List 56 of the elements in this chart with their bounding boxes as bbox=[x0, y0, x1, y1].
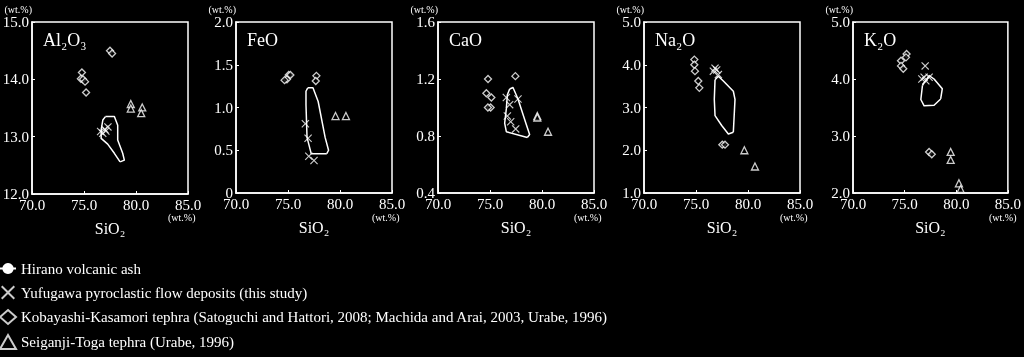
chart-title: Na₂O bbox=[655, 30, 696, 50]
x-tick-label: 80.0 bbox=[734, 195, 762, 212]
x-tick-label: 85.0 bbox=[174, 196, 202, 213]
y-axis-title: (wt.%) bbox=[208, 4, 236, 17]
y-tick-label: 5.0 bbox=[831, 14, 850, 30]
y-tick-label: 5.0 bbox=[622, 14, 641, 30]
x-tick-label: 75.0 bbox=[476, 195, 504, 212]
x-tick-label: 85.0 bbox=[378, 195, 406, 212]
chart-title: K₂O bbox=[864, 30, 897, 50]
legend-label: Seiganji-Toga tephra (Urabe, 1996) bbox=[21, 334, 235, 351]
y-tick-label: 4.0 bbox=[622, 56, 641, 73]
y-tick-label: 14.0 bbox=[2, 71, 29, 88]
y-axis-title: (wt.%) bbox=[825, 4, 853, 17]
x-tick-label: 75.0 bbox=[70, 196, 98, 213]
y-tick-label: 1.6 bbox=[416, 14, 436, 30]
x-tick-label: 75.0 bbox=[891, 195, 918, 212]
y-tick-label: 3.0 bbox=[831, 128, 850, 144]
text: (wt.%) bbox=[574, 211, 602, 224]
y-axis-title: (wt.%) bbox=[4, 4, 32, 17]
y-axis-title: (wt.%) bbox=[410, 4, 438, 17]
y-tick-label: 1.0 bbox=[214, 99, 233, 116]
y-tick-label: 2.0 bbox=[622, 142, 641, 159]
x-tick-label: 75.0 bbox=[274, 195, 302, 212]
y-tick-label: 0.8 bbox=[416, 128, 435, 144]
y-tick-label: 1.2 bbox=[416, 71, 435, 87]
chart-title: CaO bbox=[449, 30, 482, 50]
x-tick-label: 80.0 bbox=[326, 195, 354, 212]
x-axis-title: SiO₂ bbox=[706, 218, 738, 236]
legend-label: Hirano volcanic ash bbox=[21, 260, 142, 277]
text: (wt.%) bbox=[989, 211, 1017, 224]
x-axis-title: SiO₂ bbox=[915, 218, 946, 236]
x-axis-title: SiO₂ bbox=[94, 219, 126, 237]
x-axis-title: SiO₂ bbox=[298, 218, 330, 236]
text: (wt.%) bbox=[780, 211, 808, 224]
x-tick-label: 85.0 bbox=[786, 195, 814, 212]
y-tick-label: 13.0 bbox=[2, 128, 29, 145]
x-tick-label: 75.0 bbox=[682, 195, 710, 212]
y-tick-label: 15.0 bbox=[2, 14, 29, 30]
y-tick-label: 2.0 bbox=[214, 14, 233, 30]
text: (wt.%) bbox=[372, 211, 400, 224]
x-axis-title: SiO₂ bbox=[500, 218, 532, 236]
y-axis-title: (wt.%) bbox=[616, 4, 644, 17]
chart-title: FeO bbox=[247, 30, 278, 50]
legend-label: Kobayashi-Kasamori tephra (Satoguchi and Hattori, 2008; Machida and Arai, 2003, Urabe, 1996) bbox=[21, 309, 608, 326]
x-tick-label: 80.0 bbox=[528, 195, 556, 212]
y-tick-label: 3.0 bbox=[622, 99, 641, 116]
x-tick-label: 80.0 bbox=[122, 196, 150, 213]
x-tick-label: 85.0 bbox=[580, 195, 608, 212]
text: (wt.%) bbox=[168, 211, 196, 224]
x-tick-label: 80.0 bbox=[943, 195, 970, 212]
y-tick-label: 0.5 bbox=[214, 142, 233, 159]
y-tick-label: 4.0 bbox=[831, 71, 850, 87]
y-tick-label: 1.5 bbox=[214, 56, 233, 73]
legend-label: Yufugawa pyroclastic flow deposits (this study) bbox=[21, 284, 308, 302]
x-tick-label: 85.0 bbox=[994, 195, 1021, 212]
chart-title: Al₂O₃ bbox=[43, 30, 87, 50]
